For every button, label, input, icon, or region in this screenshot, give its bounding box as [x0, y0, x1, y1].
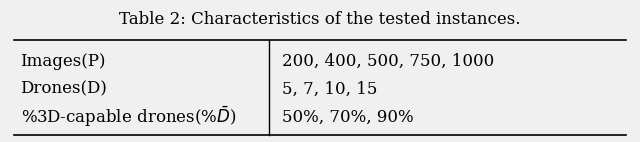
Text: 5, 7, 10, 15: 5, 7, 10, 15 — [282, 81, 377, 98]
Text: 50%, 70%, 90%: 50%, 70%, 90% — [282, 108, 413, 125]
Text: %3D-capable drones(%$\bar{D}$): %3D-capable drones(%$\bar{D}$) — [20, 105, 236, 129]
Text: Images(P): Images(P) — [20, 53, 106, 70]
Text: Table 2: Characteristics of the tested instances.: Table 2: Characteristics of the tested i… — [119, 11, 521, 28]
Text: 200, 400, 500, 750, 1000: 200, 400, 500, 750, 1000 — [282, 53, 494, 70]
Text: Drones(D): Drones(D) — [20, 81, 108, 98]
